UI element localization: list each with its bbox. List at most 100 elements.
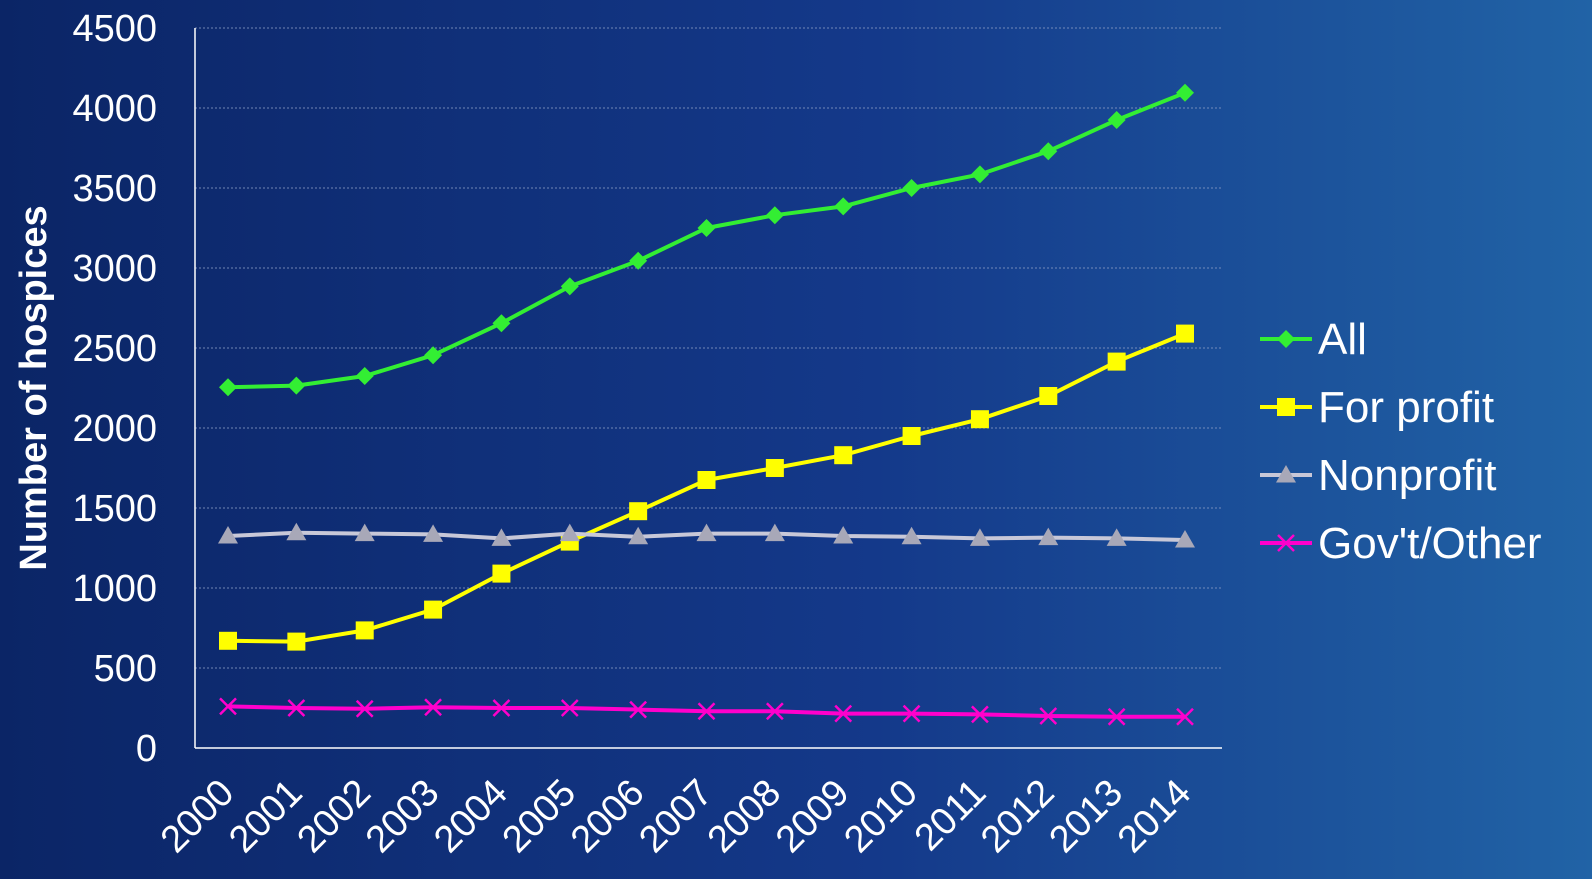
- point-for-profit-2007: [697, 471, 716, 489]
- series-for-profit: [219, 324, 1194, 651]
- point-for-profit-2012: [1039, 387, 1058, 405]
- point-nonprofit-2004: [491, 528, 512, 546]
- legend-marker-nonprofit: [1276, 465, 1296, 483]
- y-tick-labels: 0 500 1000 1500 2000 2500 3000 3500 4000 4500: [72, 8, 157, 770]
- y-axis-label: Number of hospices: [13, 205, 55, 570]
- y-tick-label-2000: 2000: [72, 408, 157, 450]
- point-for-profit-2009: [834, 446, 853, 465]
- x-tick-label-2007: 2007: [631, 772, 720, 861]
- point-nonprofit-2008: [764, 523, 785, 542]
- legend-label-all: All: [1318, 315, 1367, 364]
- point-all-2006: [629, 251, 648, 270]
- legend-item-gov-t-other: Gov't/Other: [1260, 519, 1542, 568]
- y-tick-label-4500: 4500: [72, 8, 157, 50]
- y-tick-label-500: 500: [94, 648, 157, 690]
- series-layer: [218, 83, 1195, 726]
- legend-item-nonprofit: Nonprofit: [1260, 451, 1497, 500]
- point-gov-t-other-2003: [424, 698, 442, 717]
- legend-marker-for-profit: [1277, 398, 1295, 416]
- point-gov-t-other-2010: [902, 704, 921, 723]
- x-tick-label-2002: 2002: [290, 772, 379, 861]
- x-tick-label-2009: 2009: [768, 772, 857, 861]
- point-all-2012: [1039, 142, 1058, 161]
- point-nonprofit-2005: [559, 523, 580, 542]
- point-for-profit-2000: [219, 631, 237, 650]
- x-tick-label-2008: 2008: [700, 772, 789, 861]
- point-all-2014: [1176, 83, 1194, 102]
- x-tick-labels: 2000200120022003200420052006200720082009…: [153, 772, 1199, 861]
- point-gov-t-other-2002: [355, 699, 374, 718]
- y-tick-label-3500: 3500: [72, 168, 157, 210]
- point-nonprofit-2014: [1175, 530, 1195, 548]
- point-gov-t-other-2001: [287, 699, 306, 717]
- point-gov-t-other-2013: [1107, 707, 1126, 726]
- point-nonprofit-2003: [423, 524, 444, 542]
- axes: [194, 28, 1222, 749]
- point-nonprofit-2007: [696, 523, 717, 542]
- legend-marker-all: [1277, 330, 1295, 348]
- point-for-profit-2008: [765, 459, 784, 477]
- point-for-profit-2004: [492, 564, 511, 583]
- point-all-2011: [970, 165, 989, 184]
- series-nonprofit: [218, 522, 1195, 548]
- point-for-profit-2010: [902, 427, 921, 445]
- point-for-profit-2002: [355, 621, 374, 640]
- x-tick-label-2012: 2012: [973, 772, 1062, 861]
- point-for-profit-2011: [970, 410, 989, 429]
- x-tick-label-2005: 2005: [495, 772, 584, 861]
- series-line-all: [227, 90, 1186, 390]
- point-gov-t-other-2000: [219, 697, 237, 716]
- point-gov-t-other-2007: [697, 702, 716, 721]
- point-for-profit-2003: [424, 600, 443, 619]
- point-all-2008: [765, 206, 784, 225]
- x-tick-label-2001: 2001: [221, 772, 310, 861]
- y-tick-label-0: 0: [136, 728, 157, 770]
- x-tick-label-2014: 2014: [1110, 772, 1199, 861]
- series-gov-t-other: [219, 697, 1194, 726]
- point-all-2000: [219, 378, 237, 397]
- gridlines: [195, 27, 1222, 669]
- point-gov-t-other-2006: [629, 700, 648, 719]
- x-tick-label-2010: 2010: [836, 772, 925, 861]
- point-gov-t-other-2014: [1176, 707, 1194, 726]
- y-tick-label-2500: 2500: [72, 328, 157, 370]
- x-tick-label-2011: 2011: [907, 772, 994, 859]
- point-all-2004: [492, 314, 511, 333]
- point-all-2010: [902, 179, 921, 197]
- point-nonprofit-2001: [286, 522, 307, 541]
- y-tick-label-3000: 3000: [72, 248, 157, 290]
- x-tick-label-2013: 2013: [1042, 772, 1131, 861]
- point-gov-t-other-2005: [560, 699, 579, 717]
- legend-label-nonprofit: Nonprofit: [1318, 451, 1497, 500]
- point-nonprofit-2010: [901, 526, 922, 545]
- legend-marker-gov-t-other: [1277, 534, 1295, 552]
- point-nonprofit-2000: [218, 526, 238, 544]
- point-for-profit-2006: [629, 502, 648, 521]
- x-tick-label-2004: 2004: [426, 772, 515, 861]
- point-nonprofit-2006: [628, 526, 649, 545]
- point-all-2001: [287, 376, 306, 395]
- point-all-2005: [560, 277, 579, 296]
- point-all-2009: [834, 197, 853, 216]
- point-all-2002: [355, 367, 374, 385]
- point-gov-t-other-2008: [765, 702, 784, 721]
- point-for-profit-2013: [1107, 352, 1126, 371]
- x-tick-label-2006: 2006: [563, 772, 652, 861]
- y-tick-label-1500: 1500: [72, 488, 157, 530]
- point-gov-t-other-2011: [971, 705, 989, 724]
- point-for-profit-2014: [1176, 324, 1194, 343]
- point-gov-t-other-2012: [1039, 707, 1058, 725]
- point-nonprofit-2011: [969, 528, 990, 546]
- point-nonprofit-2012: [1038, 527, 1059, 546]
- legend-label-gov-t-other: Gov't/Other: [1318, 519, 1542, 568]
- legend-item-all: All: [1260, 315, 1367, 364]
- legend-item-for-profit: For profit: [1260, 383, 1494, 432]
- x-tick-label-2000: 2000: [153, 772, 242, 861]
- legend: All For profit Nonprofit Gov't/Other: [1260, 315, 1542, 568]
- point-gov-t-other-2009: [834, 704, 853, 723]
- point-all-2007: [697, 219, 716, 237]
- point-nonprofit-2013: [1106, 528, 1127, 546]
- point-gov-t-other-2004: [492, 699, 511, 717]
- x-tick-label-2003: 2003: [358, 772, 447, 861]
